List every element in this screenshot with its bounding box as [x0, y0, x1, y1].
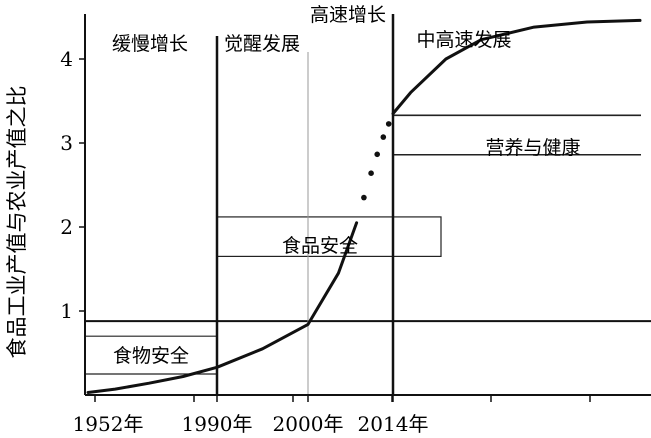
y-tick-label: 4: [60, 47, 73, 71]
curve-layer: [86, 18, 642, 394]
x-tick-label: 2014年: [358, 412, 429, 436]
curve-solid-upper: [391, 18, 642, 116]
lines-layer: [85, 14, 651, 395]
x-tick-label: 2000年: [273, 412, 344, 436]
curve-dot: [385, 121, 392, 127]
axes-layer: [79, 14, 651, 402]
band-label: 食物安全: [113, 345, 189, 367]
curve-dot: [361, 194, 367, 201]
phase-label: 高速增长: [310, 4, 386, 26]
phase-label: 觉醒发展: [224, 33, 300, 55]
x-tick-label: 1952年: [73, 412, 144, 436]
curve-dot: [368, 170, 374, 176]
curve-dot: [380, 134, 387, 140]
y-tick-label: 3: [60, 131, 73, 155]
curve-dot: [374, 151, 381, 158]
phase-label: 缓慢增长: [112, 33, 188, 55]
curve-solid-lower: [86, 221, 359, 394]
band-label: 营养与健康: [485, 137, 580, 159]
y-tick-label: 2: [60, 215, 73, 239]
band-label: 食品安全: [282, 235, 358, 257]
phase-label: 中高速发展: [416, 29, 511, 51]
y-tick-label: 1: [60, 299, 73, 323]
y-axis-title: 食品工业产值与农业产值之比: [5, 86, 29, 359]
x-tick-label: 1990年: [182, 412, 253, 436]
